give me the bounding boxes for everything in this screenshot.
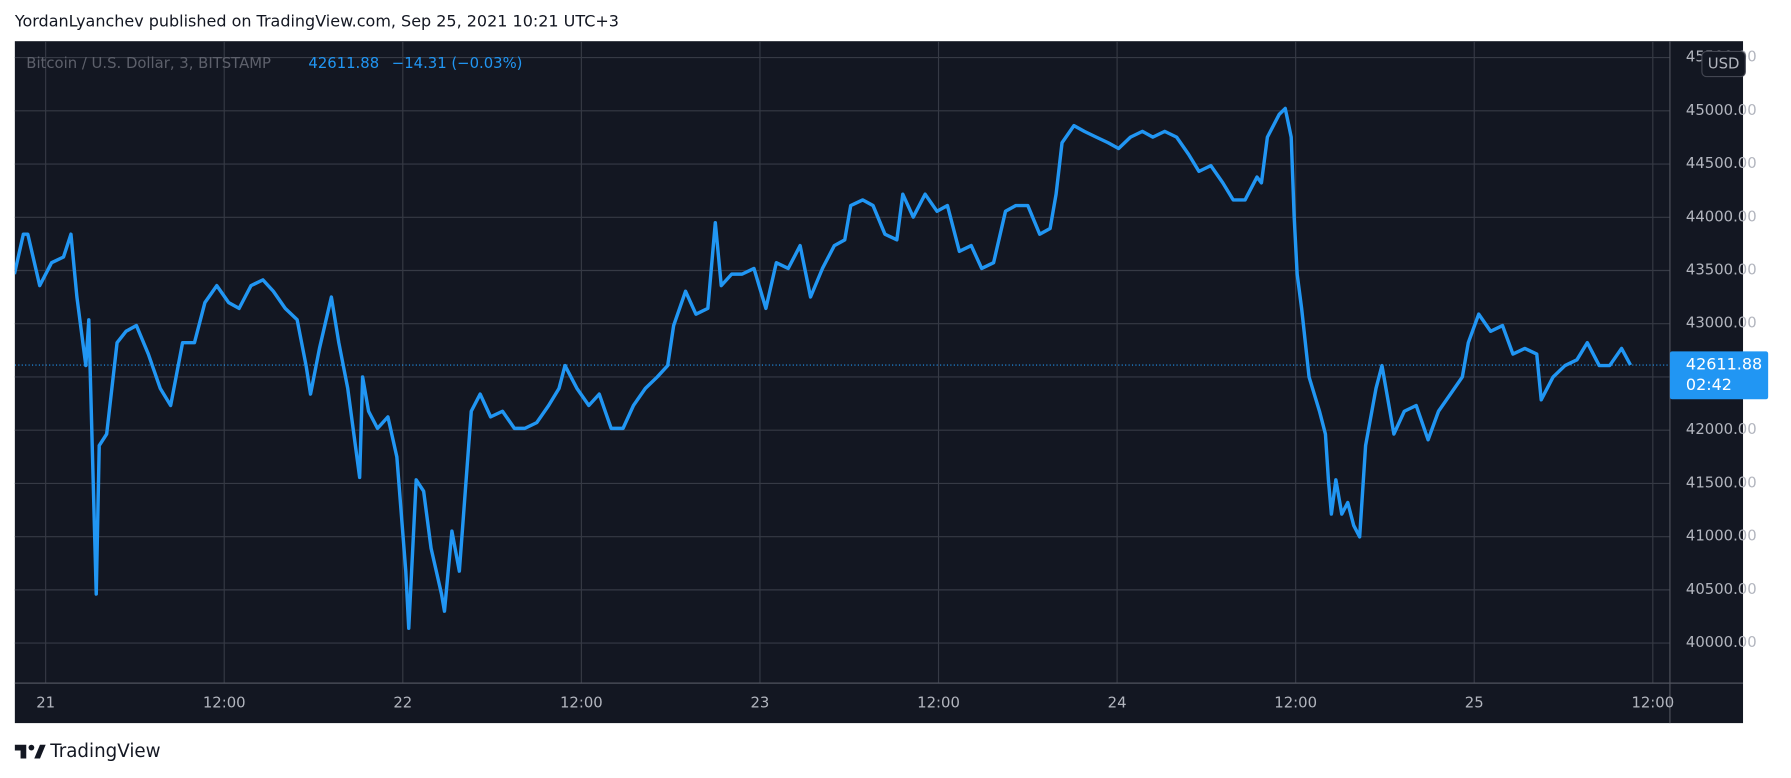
symbol-label: Bitcoin / U.S. Dollar, 3, BITSTAMP (26, 55, 271, 72)
price-line (14, 106, 1633, 631)
y-tick-label: 40000.00 (1686, 634, 1757, 651)
header-price: 42611.88 (308, 55, 379, 72)
caption: YordanLyanchev published on TradingView.… (14, 11, 619, 30)
x-tick-label: 12:00 (917, 695, 960, 712)
currency-label[interactable]: USD (1708, 56, 1740, 73)
x-tick-label: 12:00 (203, 695, 246, 712)
chart-background (14, 41, 1744, 724)
y-tick-label: 43000.00 (1686, 315, 1757, 332)
x-tick-label: 24 (1108, 695, 1127, 712)
brand: TradingView (49, 741, 160, 762)
y-tick-label: 42000.00 (1686, 421, 1757, 438)
y-tick-label: 40500.00 (1686, 581, 1757, 598)
currency-box[interactable] (1701, 50, 1746, 78)
logo-shape (14, 744, 27, 759)
logo-shape (34, 744, 46, 759)
y-tick-label: 44500.00 (1686, 155, 1757, 172)
y-tick-label: 45000.00 (1686, 102, 1757, 119)
plot-area (14, 106, 1670, 631)
x-tick-label: 23 (751, 695, 770, 712)
x-tick-label: 12:00 (1631, 695, 1674, 712)
price-label-value: 42611.88 (1686, 355, 1762, 374)
x-tick-label: 12:00 (1274, 695, 1317, 712)
header-change: −14.31 (−0.03%) (392, 55, 523, 72)
price-label-box (1669, 351, 1769, 400)
x-tick-label: 22 (393, 695, 412, 712)
price-label-countdown: 02:42 (1686, 375, 1732, 394)
x-tick-label: 25 (1465, 695, 1484, 712)
brand-logo (14, 744, 46, 759)
y-tick-label: 43500.00 (1686, 261, 1757, 278)
y-tick-label: 44000.00 (1686, 208, 1757, 225)
x-tick-label: 12:00 (560, 695, 603, 712)
y-tick-label: 41000.00 (1686, 528, 1757, 545)
logo-dot (28, 744, 35, 751)
y-tick-label: 41500.00 (1686, 474, 1757, 491)
grid (14, 41, 1670, 684)
x-tick-label: 21 (36, 695, 55, 712)
